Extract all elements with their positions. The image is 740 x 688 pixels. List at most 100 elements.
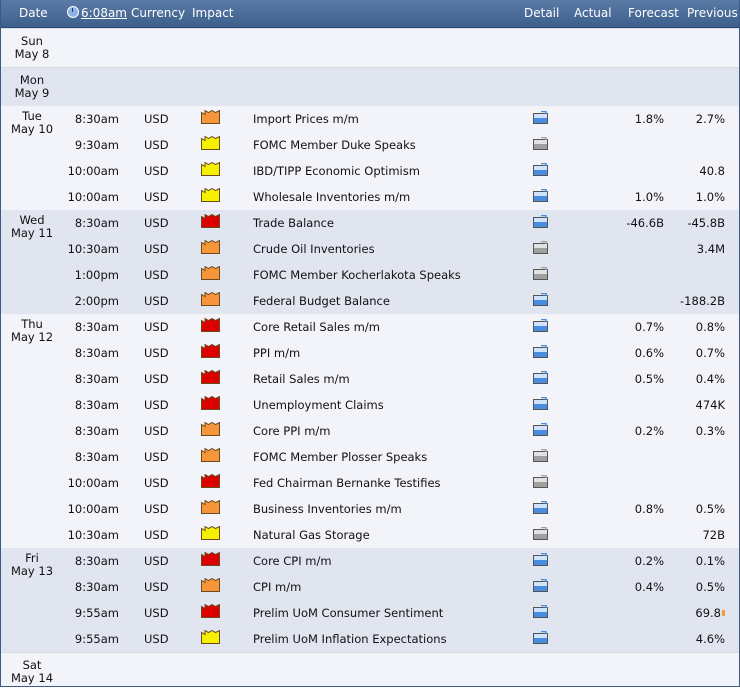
event-row[interactable]: 8:30am USD Core Retail Sales m/m 0.7% 0.8% bbox=[1, 314, 739, 340]
event-title[interactable]: FOMC Member Plosser Speaks bbox=[253, 450, 428, 464]
event-title[interactable]: Import Prices m/m bbox=[253, 112, 359, 126]
event-row[interactable]: 2:00pm USD Federal Budget Balance -188.2B bbox=[1, 288, 739, 314]
event-time: 10:00am bbox=[67, 190, 119, 204]
event-forecast: 0.7% bbox=[634, 320, 664, 334]
header-date[interactable]: Date bbox=[19, 6, 48, 20]
impact-high-icon bbox=[201, 604, 220, 621]
event-title[interactable]: Federal Budget Balance bbox=[253, 294, 390, 308]
event-title[interactable]: Business Inventories m/m bbox=[253, 502, 402, 516]
event-row[interactable]: 10:00am USD Business Inventories m/m 0.8% 0.… bbox=[1, 496, 739, 522]
impact-medium-icon bbox=[201, 240, 220, 257]
impact-medium-icon bbox=[201, 266, 220, 283]
impact-medium-icon bbox=[201, 448, 220, 465]
previous-value: 0.7% bbox=[695, 346, 725, 360]
event-time: 8:30am bbox=[74, 554, 119, 568]
detail-icon[interactable] bbox=[533, 475, 548, 491]
event-title[interactable]: Prelim UoM Consumer Sentiment bbox=[253, 606, 444, 620]
revised-flag-icon[interactable] bbox=[722, 610, 725, 616]
impact-high-icon bbox=[201, 344, 220, 361]
event-row[interactable]: 8:30am USD Retail Sales m/m 0.5% 0.4% bbox=[1, 366, 739, 392]
event-time: 10:00am bbox=[67, 502, 119, 516]
event-previous: 0.5% bbox=[696, 502, 725, 516]
header-time[interactable]: 6:08am bbox=[67, 6, 127, 20]
event-title[interactable]: Core CPI m/m bbox=[253, 554, 332, 568]
impact-high-icon bbox=[201, 396, 220, 413]
event-title[interactable]: FOMC Member Kocherlakota Speaks bbox=[253, 268, 461, 282]
detail-new-icon[interactable] bbox=[533, 397, 548, 413]
event-title[interactable]: IBD/TIPP Economic Optimism bbox=[253, 164, 420, 178]
event-row[interactable]: 10:00am USD IBD/TIPP Economic Optimism 40.8 bbox=[1, 158, 739, 184]
event-row[interactable]: 9:30am USD FOMC Member Duke Speaks bbox=[1, 132, 739, 158]
event-title[interactable]: Core PPI m/m bbox=[253, 424, 331, 438]
event-title[interactable]: PPI m/m bbox=[253, 346, 301, 360]
previous-value: 40.8 bbox=[699, 164, 725, 178]
event-title[interactable]: Unemployment Claims bbox=[253, 398, 384, 412]
event-row[interactable]: 8:30am USD Unemployment Claims 474K bbox=[1, 392, 739, 418]
event-row[interactable]: 10:30am USD Natural Gas Storage 72B bbox=[1, 522, 739, 548]
impact-high-icon bbox=[201, 474, 220, 491]
detail-new-icon[interactable] bbox=[533, 579, 548, 595]
event-title[interactable]: Trade Balance bbox=[253, 216, 335, 230]
detail-icon[interactable] bbox=[533, 527, 548, 543]
detail-new-icon[interactable] bbox=[533, 631, 548, 647]
detail-icon[interactable] bbox=[533, 267, 548, 283]
event-previous: 40.8 bbox=[699, 164, 725, 178]
detail-new-icon[interactable] bbox=[533, 423, 548, 439]
detail-new-icon[interactable] bbox=[533, 111, 548, 127]
impact-low-icon bbox=[201, 630, 220, 647]
current-time-link[interactable]: 6:08am bbox=[81, 6, 127, 20]
header-impact[interactable]: Impact bbox=[192, 6, 234, 20]
detail-new-icon[interactable] bbox=[533, 605, 548, 621]
event-title[interactable]: Prelim UoM Inflation Expectations bbox=[253, 632, 447, 646]
event-row[interactable]: 10:30am USD Crude Oil Inventories 3.4M bbox=[1, 236, 739, 262]
event-row[interactable]: 8:30am USD PPI m/m 0.6% 0.7% bbox=[1, 340, 739, 366]
day-group: Wed May 11 8:30am USD Trade Balance -46.6B -45… bbox=[1, 210, 739, 314]
event-title[interactable]: CPI m/m bbox=[253, 580, 302, 594]
event-title[interactable]: Natural Gas Storage bbox=[253, 528, 370, 542]
day-of-week: Tue bbox=[22, 109, 42, 123]
detail-new-icon[interactable] bbox=[533, 553, 548, 569]
table-header: Date 6:08am Currency Impact Detail Actua… bbox=[1, 0, 739, 28]
event-title[interactable]: Crude Oil Inventories bbox=[253, 242, 375, 256]
event-time: 10:30am bbox=[67, 242, 119, 256]
event-row[interactable]: 10:00am USD Fed Chairman Bernanke Testifie… bbox=[1, 470, 739, 496]
day-group: Sun May 8 bbox=[1, 28, 739, 67]
detail-new-icon[interactable] bbox=[533, 345, 548, 361]
event-row[interactable]: 9:55am USD Prelim UoM Inflation Expectatio… bbox=[1, 626, 739, 652]
event-currency: USD bbox=[144, 216, 169, 230]
event-row[interactable]: 8:30am USD Import Prices m/m 1.8% 2.7% bbox=[1, 106, 739, 132]
event-row[interactable]: 8:30am USD Trade Balance -46.6B -45.8B bbox=[1, 210, 739, 236]
event-title[interactable]: Retail Sales m/m bbox=[253, 372, 350, 386]
detail-new-icon[interactable] bbox=[533, 189, 548, 205]
header-currency[interactable]: Currency bbox=[131, 6, 186, 20]
event-title[interactable]: Wholesale Inventories m/m bbox=[253, 190, 411, 204]
event-currency: USD bbox=[144, 632, 169, 646]
event-title[interactable]: Core Retail Sales m/m bbox=[253, 320, 380, 334]
event-row[interactable]: 8:30am USD Core CPI m/m 0.2% 0.1% bbox=[1, 548, 739, 574]
detail-new-icon[interactable] bbox=[533, 371, 548, 387]
event-title[interactable]: Fed Chairman Bernanke Testifies bbox=[253, 476, 441, 490]
event-row[interactable]: 9:55am USD Prelim UoM Consumer Sentiment 69… bbox=[1, 600, 739, 626]
day-date: May 11 bbox=[10, 226, 54, 240]
previous-value: 0.5% bbox=[695, 580, 725, 594]
event-row[interactable]: 10:00am USD Wholesale Inventories m/m 1.0% 1… bbox=[1, 184, 739, 210]
event-row[interactable]: 8:30am USD CPI m/m 0.4% 0.5% bbox=[1, 574, 739, 600]
detail-new-icon[interactable] bbox=[533, 163, 548, 179]
detail-new-icon[interactable] bbox=[533, 319, 548, 335]
event-row[interactable]: 1:00pm USD FOMC Member Kocherlakota Speaks bbox=[1, 262, 739, 288]
detail-icon[interactable] bbox=[533, 241, 548, 257]
event-row[interactable]: 8:30am USD FOMC Member Plosser Speaks bbox=[1, 444, 739, 470]
detail-icon[interactable] bbox=[533, 449, 548, 465]
event-row[interactable]: 8:30am USD Core PPI m/m 0.2% 0.3% bbox=[1, 418, 739, 444]
event-title[interactable]: FOMC Member Duke Speaks bbox=[253, 138, 416, 152]
event-forecast: 0.4% bbox=[634, 580, 664, 594]
detail-new-icon[interactable] bbox=[533, 215, 548, 231]
day-label: Thu May 12 bbox=[1, 318, 63, 344]
previous-value: -188.2B bbox=[680, 294, 725, 308]
detail-new-icon[interactable] bbox=[533, 501, 548, 517]
day-date: May 8 bbox=[14, 47, 50, 61]
detail-icon[interactable] bbox=[533, 137, 548, 153]
event-currency: USD bbox=[144, 450, 169, 464]
day-of-week: Sat bbox=[22, 658, 42, 672]
detail-new-icon[interactable] bbox=[533, 293, 548, 309]
